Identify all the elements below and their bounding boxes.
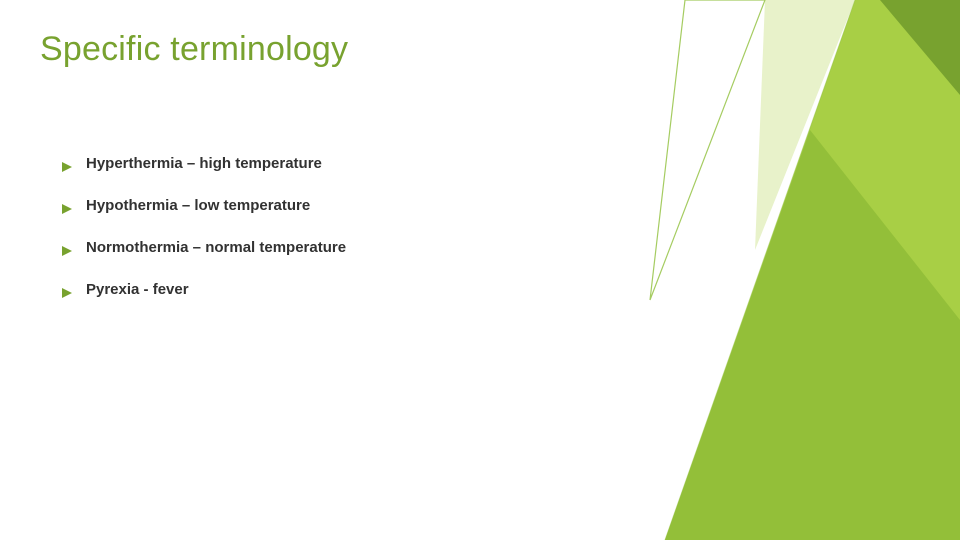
bullet-list: Hyperthermia – high temperature Hypother… [62, 155, 346, 323]
decorative-facets-icon [590, 0, 960, 540]
list-item-label: Hypothermia – low temperature [86, 197, 310, 214]
slide-title: Specific terminology [40, 30, 348, 69]
slide: Specific terminology Hyperthermia – high… [0, 0, 960, 540]
list-item: Normothermia – normal temperature [62, 239, 346, 256]
arrow-right-icon [62, 285, 72, 295]
list-item-label: Hyperthermia – high temperature [86, 155, 322, 172]
arrow-right-icon [62, 201, 72, 211]
list-item-label: Normothermia – normal temperature [86, 239, 346, 256]
arrow-right-icon [62, 243, 72, 253]
list-item: Hyperthermia – high temperature [62, 155, 346, 172]
arrow-right-icon [62, 159, 72, 169]
list-item: Pyrexia - fever [62, 281, 346, 298]
list-item: Hypothermia – low temperature [62, 197, 346, 214]
list-item-label: Pyrexia - fever [86, 281, 189, 298]
